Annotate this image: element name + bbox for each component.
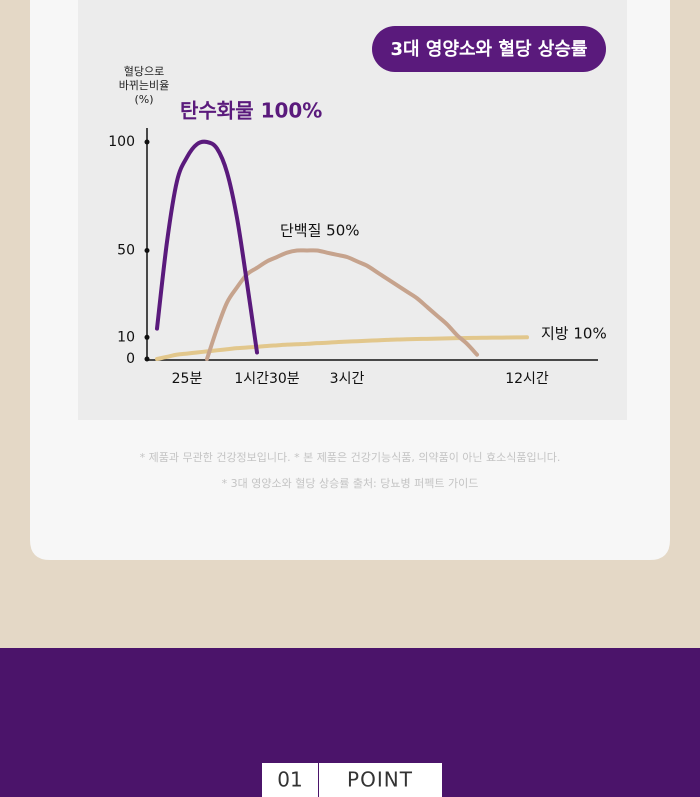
x-tick-label: 12시간 — [505, 371, 549, 387]
y-label: 혈당으로 — [124, 64, 164, 78]
series-line — [155, 139, 259, 355]
y-label: 바뀌는비율 — [119, 79, 170, 92]
point-label-box — [319, 763, 442, 797]
note: * 3대 영양소와 혈당 상승률 출처: 당뇨병 퍼펙트 가이드 — [222, 476, 479, 490]
plot: 0 10 50 100 25분 1시간30분 3시간 12시간 탄수화물 100% 단백질 50%… — [108, 99, 606, 388]
chart-title: 3대 영양소와 혈당 상승률 — [391, 38, 588, 60]
y-tick-label: 50 — [117, 243, 135, 259]
point-number-box — [262, 763, 318, 797]
y-tick-label: 10 — [117, 329, 135, 345]
note: * 제품과 무관한 건강정보입니다. * 본 제품은 건강기능식품, 의약품이 … — [140, 450, 561, 464]
series-line — [155, 335, 529, 361]
y-label: (%) — [134, 93, 153, 106]
series-label: 단백질 50% — [280, 222, 360, 240]
y-tick-dot — [144, 334, 150, 340]
y-tick-dot — [144, 356, 150, 362]
point-number: 01 — [277, 768, 302, 792]
x-tick-label: 1시간30분 — [234, 371, 299, 387]
y-tick-dot — [144, 248, 150, 253]
series-line — [205, 248, 479, 361]
y-tick-label: 100 — [108, 134, 135, 150]
series-label: 탄수화물 100% — [180, 99, 322, 123]
y-tick-label: 0 — [126, 351, 135, 367]
x-tick-label: 25분 — [172, 371, 203, 387]
point-label: POINT — [347, 768, 413, 792]
title-badge — [372, 26, 606, 72]
x-tick-label: 3시간 — [330, 371, 365, 387]
y-tick-dot — [144, 139, 150, 145]
series-label: 지방 10% — [541, 325, 607, 343]
